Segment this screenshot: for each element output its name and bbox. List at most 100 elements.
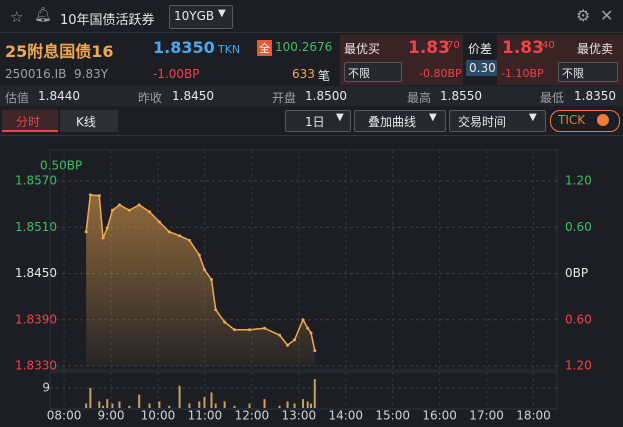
y2-tick-label: 0.60 (565, 220, 592, 234)
volume-bar (263, 399, 266, 408)
ask-price-small: 40 (542, 40, 555, 51)
price-point (148, 210, 152, 214)
y-tick-label: 1.8450 (15, 266, 57, 280)
bid-label: 最优买 (344, 42, 381, 56)
bell-icon[interactable]: 🔔︎ (34, 7, 52, 23)
price-point (306, 326, 310, 330)
price: 1.8350 (153, 38, 215, 57)
bid-filter[interactable] (344, 62, 402, 82)
spread-label: 价差 (468, 42, 493, 56)
star-icon[interactable]: ☆ (10, 8, 24, 26)
volume-bar (138, 394, 141, 408)
spread-value: 0.30 (466, 60, 499, 76)
volume-bar (214, 403, 217, 408)
stat-value: 1.8500 (305, 89, 347, 103)
x-tick-label: 10:00 (141, 409, 176, 423)
volume-bar (188, 403, 191, 408)
x-tick-label: 08:00 (47, 409, 82, 423)
price-point (301, 318, 305, 322)
trades: 633 (292, 67, 315, 81)
dropdown[interactable] (169, 5, 233, 29)
volume-bar (313, 379, 316, 408)
stat-label: 最高 (407, 91, 432, 105)
volume-bar (106, 399, 109, 408)
period: 1日 (305, 115, 325, 129)
stats-bar (0, 86, 623, 106)
price-point (248, 328, 252, 332)
price-point (309, 331, 313, 335)
volume-bar (98, 401, 101, 408)
tab: 分时 (16, 115, 41, 129)
y2-tick-label: 1.20 (565, 359, 592, 373)
y2-tick-label: 0BP (565, 266, 588, 280)
session-select[interactable] (449, 110, 546, 132)
dropdown-value: 10YGB (174, 9, 215, 23)
overlay-select[interactable] (354, 110, 446, 132)
volume-bar (118, 401, 121, 408)
price-point (88, 193, 92, 197)
volume-bar (89, 388, 92, 408)
price-point (101, 236, 105, 240)
volume-bar (302, 399, 305, 408)
stat-label: 开盘 (272, 91, 297, 105)
price-point (127, 208, 131, 212)
y-tick-label: 1.8510 (15, 220, 57, 234)
y2-tick-label: 0.60 (565, 312, 592, 326)
badge: 全 (257, 40, 272, 56)
bid-filter-value: 不限 (348, 67, 370, 80)
price-point (263, 326, 267, 330)
dropdown-arrow: ▼ (218, 8, 226, 19)
settings-icon[interactable]: ⚙ (576, 6, 591, 25)
overlay: 叠加曲线 (368, 115, 417, 129)
tab: K线 (76, 115, 96, 129)
x-tick-label: 14:00 (328, 409, 363, 423)
bid-change: -0.80BP (419, 67, 462, 80)
volume-bar (223, 401, 226, 408)
toggle-knob (597, 114, 609, 126)
ask-filter[interactable] (558, 62, 618, 82)
session: 交易时间 (458, 115, 507, 129)
ask-change: -1.10BP (501, 67, 544, 80)
volume-bar (128, 405, 131, 408)
bond-name: 25附息国债16 (5, 42, 114, 61)
price-point (223, 320, 227, 324)
price-point (202, 268, 206, 272)
price-point (286, 343, 290, 347)
tab-inactive[interactable] (60, 110, 118, 132)
term: 9.83Y (74, 67, 109, 81)
plot-frame (49, 149, 558, 371)
y-tick-label: 1.8570 (15, 174, 57, 188)
volume-bar (293, 403, 296, 408)
code: 250016.IB (5, 67, 67, 81)
close-icon[interactable]: ✕ (600, 6, 614, 25)
stat-value: 1.8550 (440, 89, 482, 103)
x-tick-label: 11:00 (188, 409, 223, 423)
bid-price: 1.83 (408, 38, 450, 58)
volume-bar (203, 396, 206, 408)
x-tick-label: 13:00 (282, 409, 317, 423)
tab-active[interactable] (2, 110, 58, 132)
volume-bar (168, 405, 171, 408)
price-area (86, 194, 315, 366)
price-point (110, 208, 114, 212)
price-point (137, 203, 141, 207)
bid-price-small: 70 (447, 40, 460, 51)
price-point (105, 226, 109, 230)
volume-bar (310, 403, 313, 408)
stat-label: 估值 (5, 91, 30, 105)
volume-bar (85, 403, 88, 408)
arrow: ▼ (429, 112, 437, 123)
ask-price: 1.83 (502, 38, 544, 58)
volume-bar (178, 385, 181, 408)
tick-toggle[interactable] (550, 110, 620, 132)
period-select[interactable] (285, 110, 351, 132)
volume-bar (306, 401, 309, 408)
volume-bar (233, 405, 236, 408)
price-point (187, 238, 191, 242)
price-point (278, 333, 282, 337)
ask-filter-value: 不限 (562, 67, 584, 80)
stat-value: 1.8450 (172, 89, 214, 103)
ask-label: 最优卖 (577, 42, 614, 56)
price-point (97, 194, 101, 198)
